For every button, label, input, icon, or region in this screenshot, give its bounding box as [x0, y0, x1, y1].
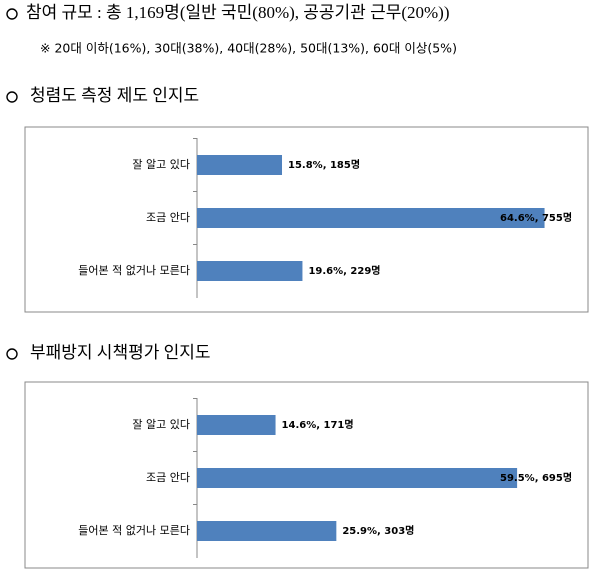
value-label: 64.6%, 755명 [500, 211, 572, 224]
bullet [6, 91, 18, 103]
value-label: 19.6%, 229명 [308, 264, 380, 277]
value-label: 25.9%, 303명 [342, 524, 414, 537]
section-title: 청렴도 측정 제도 인지도 [30, 86, 199, 105]
section-title: 부패방지 시책평가 인지도 [30, 343, 211, 362]
bar [197, 521, 337, 541]
bar [197, 155, 283, 175]
category-label: 들어본 적 없거나 모른다 [78, 264, 190, 277]
category-label: 조금 안다 [146, 471, 190, 484]
category-label: 잘 알고 있다 [132, 417, 190, 431]
summary-title: 참여 규모 : 총 1,169명(일반 국민(80%), 공공기관 근무(20%… [26, 3, 450, 22]
bullet [6, 348, 18, 360]
category-label: 들어본 적 없거나 모른다 [78, 524, 190, 537]
bar [197, 468, 518, 488]
value-label: 59.5%, 695명 [500, 471, 572, 484]
category-label: 조금 안다 [146, 211, 190, 224]
value-label: 14.6%, 171명 [282, 418, 354, 431]
bar [197, 208, 545, 228]
bar [197, 415, 276, 435]
summary-note: ※ 20대 이하(16%), 30대(38%), 40대(28%), 50대(1… [40, 41, 457, 56]
bullet [6, 8, 18, 20]
bar [197, 261, 303, 281]
value-label: 15.8%, 185명 [288, 158, 360, 171]
category-label: 잘 알고 있다 [132, 157, 190, 171]
